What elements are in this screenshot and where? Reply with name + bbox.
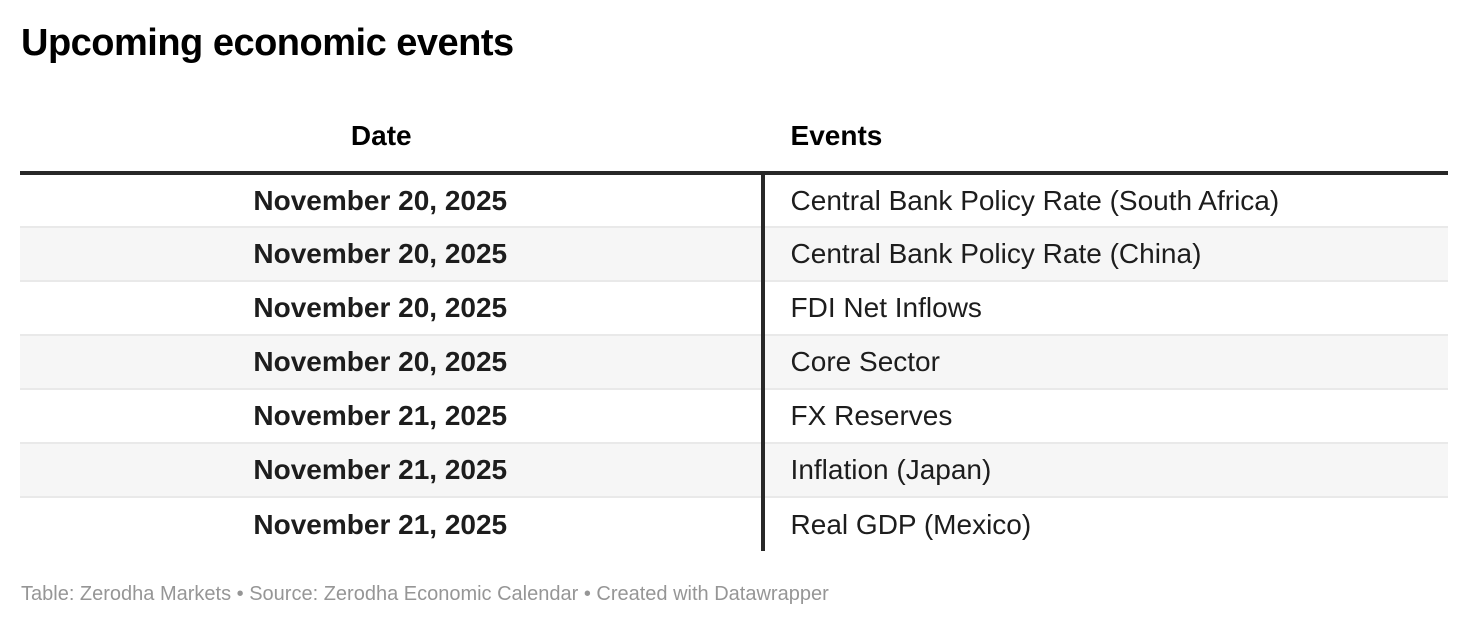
date-cell: November 20, 2025: [20, 226, 763, 281]
header-row: Date Events: [20, 100, 1448, 175]
table-row: November 20, 2025 Core Sector: [20, 334, 1448, 389]
column-header-date: Date: [20, 100, 763, 175]
table-row: November 21, 2025 Inflation (Japan): [20, 442, 1448, 497]
table-header: Date Events: [20, 100, 1448, 175]
column-header-events: Events: [762, 100, 1448, 175]
date-cell: November 20, 2025: [253, 184, 508, 216]
table-row: November 20, 2025 Central Bank Policy Ra…: [20, 226, 1448, 281]
attribution-footer: Table: Zerodha Markets • Source: Zerodha…: [21, 583, 829, 605]
event-cell: Inflation (Japan): [760, 442, 1448, 497]
event-cell: FDI Net Inflows: [760, 280, 1448, 335]
date-cell: November 21, 2025: [20, 388, 763, 443]
date-cell: November 20, 2025: [20, 280, 763, 335]
event-cell: Central Bank Policy Rate (China): [760, 226, 1448, 281]
table-row: November 21, 2025 FX Reserves: [20, 388, 1448, 443]
event-cell: Central Bank Policy Rate (South Africa): [760, 173, 1448, 227]
date-cell: November 20, 2025: [20, 334, 763, 389]
table-row: November 20, 2025 Central Bank Policy Ra…: [20, 173, 1448, 227]
event-cell: Real GDP (Mexico): [760, 496, 1448, 551]
table-body: November 20, 2025 Central Bank Policy Ra…: [20, 173, 1448, 551]
page-title: Upcoming economic events: [21, 22, 514, 64]
economic-events-table: Date Events November 20, 2025 Central Ba…: [20, 100, 1448, 551]
date-cell: November 21, 2025: [20, 442, 763, 497]
date-cell: November 21, 2025: [20, 496, 763, 551]
table-row: November 21, 2025 Real GDP (Mexico): [20, 496, 1448, 551]
table-row: November 20, 2025 FDI Net Inflows: [20, 280, 1448, 335]
event-cell: Core Sector: [760, 334, 1448, 389]
event-cell: FX Reserves: [760, 388, 1448, 443]
